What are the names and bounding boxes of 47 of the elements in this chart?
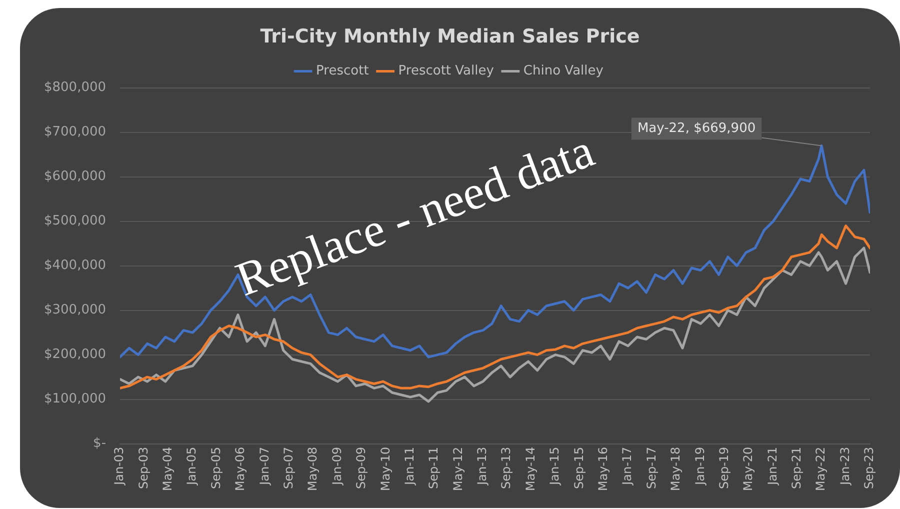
x-tick-label: Jan-05: [184, 446, 199, 486]
legend-label: Chino Valley: [523, 64, 604, 79]
x-tick-label: May-18: [668, 446, 683, 492]
x-tick-label: May-14: [523, 446, 538, 492]
x-tick-label: May-08: [306, 446, 320, 492]
y-tick-label: $100,000: [44, 392, 106, 407]
legend-label: Prescott Valley: [398, 64, 494, 79]
x-tick-label: Jan-11: [402, 446, 416, 486]
x-tick-label: Jan-03: [112, 446, 126, 486]
x-tick-label: Sep-17: [644, 446, 658, 490]
x-tick-label: Sep-03: [136, 446, 150, 490]
y-tick-label: $300,000: [44, 302, 106, 318]
x-tick-label: Sep-09: [354, 446, 368, 490]
x-tick-label: Sep-07: [282, 446, 296, 490]
x-tick-label: May-04: [160, 446, 175, 492]
y-tick-label: $600,000: [44, 169, 106, 184]
x-tick-label: May-20: [741, 446, 756, 492]
x-tick-label: Sep-05: [208, 446, 223, 490]
x-tick-label: Sep-23: [862, 446, 876, 490]
x-tick-label: May-10: [378, 446, 392, 492]
x-tick-label: May-16: [596, 446, 610, 492]
x-tick-label: May-22: [814, 446, 828, 492]
x-tick-label: May-06: [233, 446, 248, 492]
y-tick-label: $-: [93, 436, 106, 452]
x-tick-label: Jan-15: [548, 446, 562, 486]
x-tick-label: Jan-23: [838, 446, 852, 486]
y-tick-label: $500,000: [44, 214, 106, 229]
x-tick-label: Jan-19: [692, 446, 707, 486]
y-tick-label: $700,000: [44, 124, 106, 140]
y-tick-label: $400,000: [44, 258, 106, 274]
legend-label: Prescott: [316, 64, 369, 79]
x-tick-label: Sep-19: [716, 446, 731, 490]
x-tick-label: Sep-15: [572, 446, 586, 490]
chart-title: Tri-City Monthly Median Sales Price: [260, 25, 640, 48]
x-tick-label: Sep-21: [790, 446, 804, 490]
x-tick-label: Sep-11: [426, 446, 441, 490]
x-tick-label: Jan-09: [330, 446, 344, 486]
x-tick-label: Sep-13: [499, 446, 514, 490]
annotation: Replace - need data: [229, 124, 601, 307]
x-tick-label: Jan-07: [257, 446, 272, 486]
x-tick-label: Jan-13: [475, 446, 490, 486]
x-tick-label: May-12: [450, 446, 465, 492]
y-tick-label: $200,000: [44, 347, 106, 362]
x-tick-label: Jan-17: [620, 446, 634, 486]
x-tick-label: Jan-21: [765, 446, 780, 486]
annotation: May-22, $669,900: [637, 121, 756, 136]
y-tick-label: $800,000: [44, 80, 106, 96]
